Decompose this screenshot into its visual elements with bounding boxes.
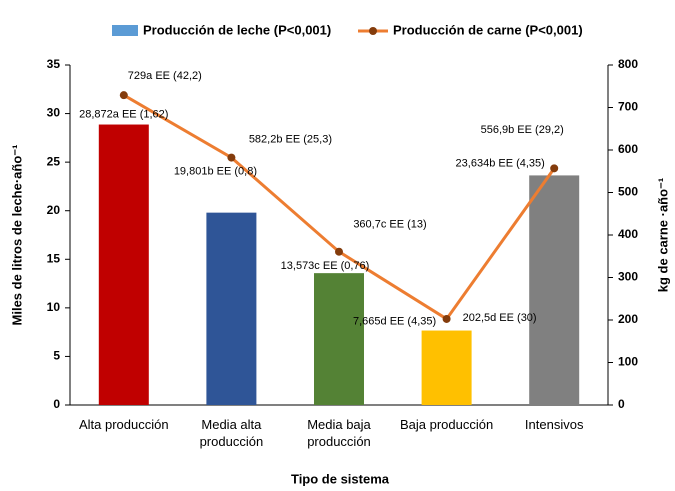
x-tick-label: Media baja producción — [307, 417, 371, 449]
y2-tick-label: 800 — [618, 57, 638, 71]
y2-axis-label: kg de carne ·año⁻¹ — [655, 178, 670, 293]
legend-label: Producción de leche (P<0,001) — [143, 22, 331, 37]
bar-value-label: 19,801b EE (0,8) — [174, 166, 257, 178]
y2-tick-label: 0 — [618, 397, 625, 411]
bar-value-label: 13,573c EE (0,76) — [281, 260, 370, 272]
line-marker — [550, 164, 559, 173]
bar — [206, 212, 257, 405]
y-axis-label: Miles de litros de leche·año⁻¹ — [9, 145, 24, 326]
y2-tick-label: 200 — [618, 312, 638, 326]
line-marker — [227, 153, 236, 162]
x-tick-label: Media alta producción — [199, 417, 264, 449]
bar-value-label: 23,634b EE (4,35) — [456, 157, 545, 169]
bar-value-label: 7,665d EE (4,35) — [353, 315, 436, 327]
y2-tick-label: 100 — [618, 355, 638, 369]
y-tick-label: 5 — [53, 349, 60, 363]
y-tick-label: 0 — [53, 397, 60, 411]
y2-tick-label: 700 — [618, 100, 638, 114]
bar — [529, 175, 580, 405]
bar — [421, 330, 472, 405]
y-tick-label: 10 — [47, 300, 61, 314]
bar — [314, 273, 364, 405]
line-marker — [442, 314, 451, 323]
x-tick-label: Intensivos — [524, 417, 584, 432]
legend-marker — [369, 27, 377, 35]
line-marker — [335, 247, 343, 256]
bar — [98, 124, 149, 405]
x-axis-label: Tipo de sistema — [291, 471, 390, 486]
line-value-label: 202,5d EE (30) — [463, 312, 537, 324]
legend-label: Producción de carne (P<0,001) — [393, 22, 583, 37]
y2-tick-label: 500 — [618, 185, 638, 199]
line-value-label: 360,7c EE (13) — [353, 219, 426, 231]
y2-tick-label: 600 — [618, 142, 638, 156]
line-value-label: 582,2b EE (25,3) — [249, 133, 332, 145]
y-tick-label: 20 — [47, 203, 61, 217]
y-tick-label: 15 — [47, 251, 61, 265]
x-tick-label: Alta producción — [78, 417, 169, 432]
x-tick-label: Baja producción — [399, 417, 494, 432]
y-tick-label: 25 — [47, 154, 61, 168]
bar-value-label: 28,872a EE (1,62) — [79, 108, 168, 120]
y-tick-label: 35 — [47, 57, 61, 71]
y2-tick-label: 300 — [618, 270, 638, 284]
line-marker — [119, 91, 128, 100]
y-tick-label: 30 — [47, 106, 61, 120]
legend-swatch — [112, 25, 138, 36]
line-value-label: 556,9b EE (29,2) — [481, 124, 564, 136]
y2-tick-label: 400 — [618, 227, 638, 241]
line-value-label: 729a EE (42,2) — [128, 70, 202, 82]
